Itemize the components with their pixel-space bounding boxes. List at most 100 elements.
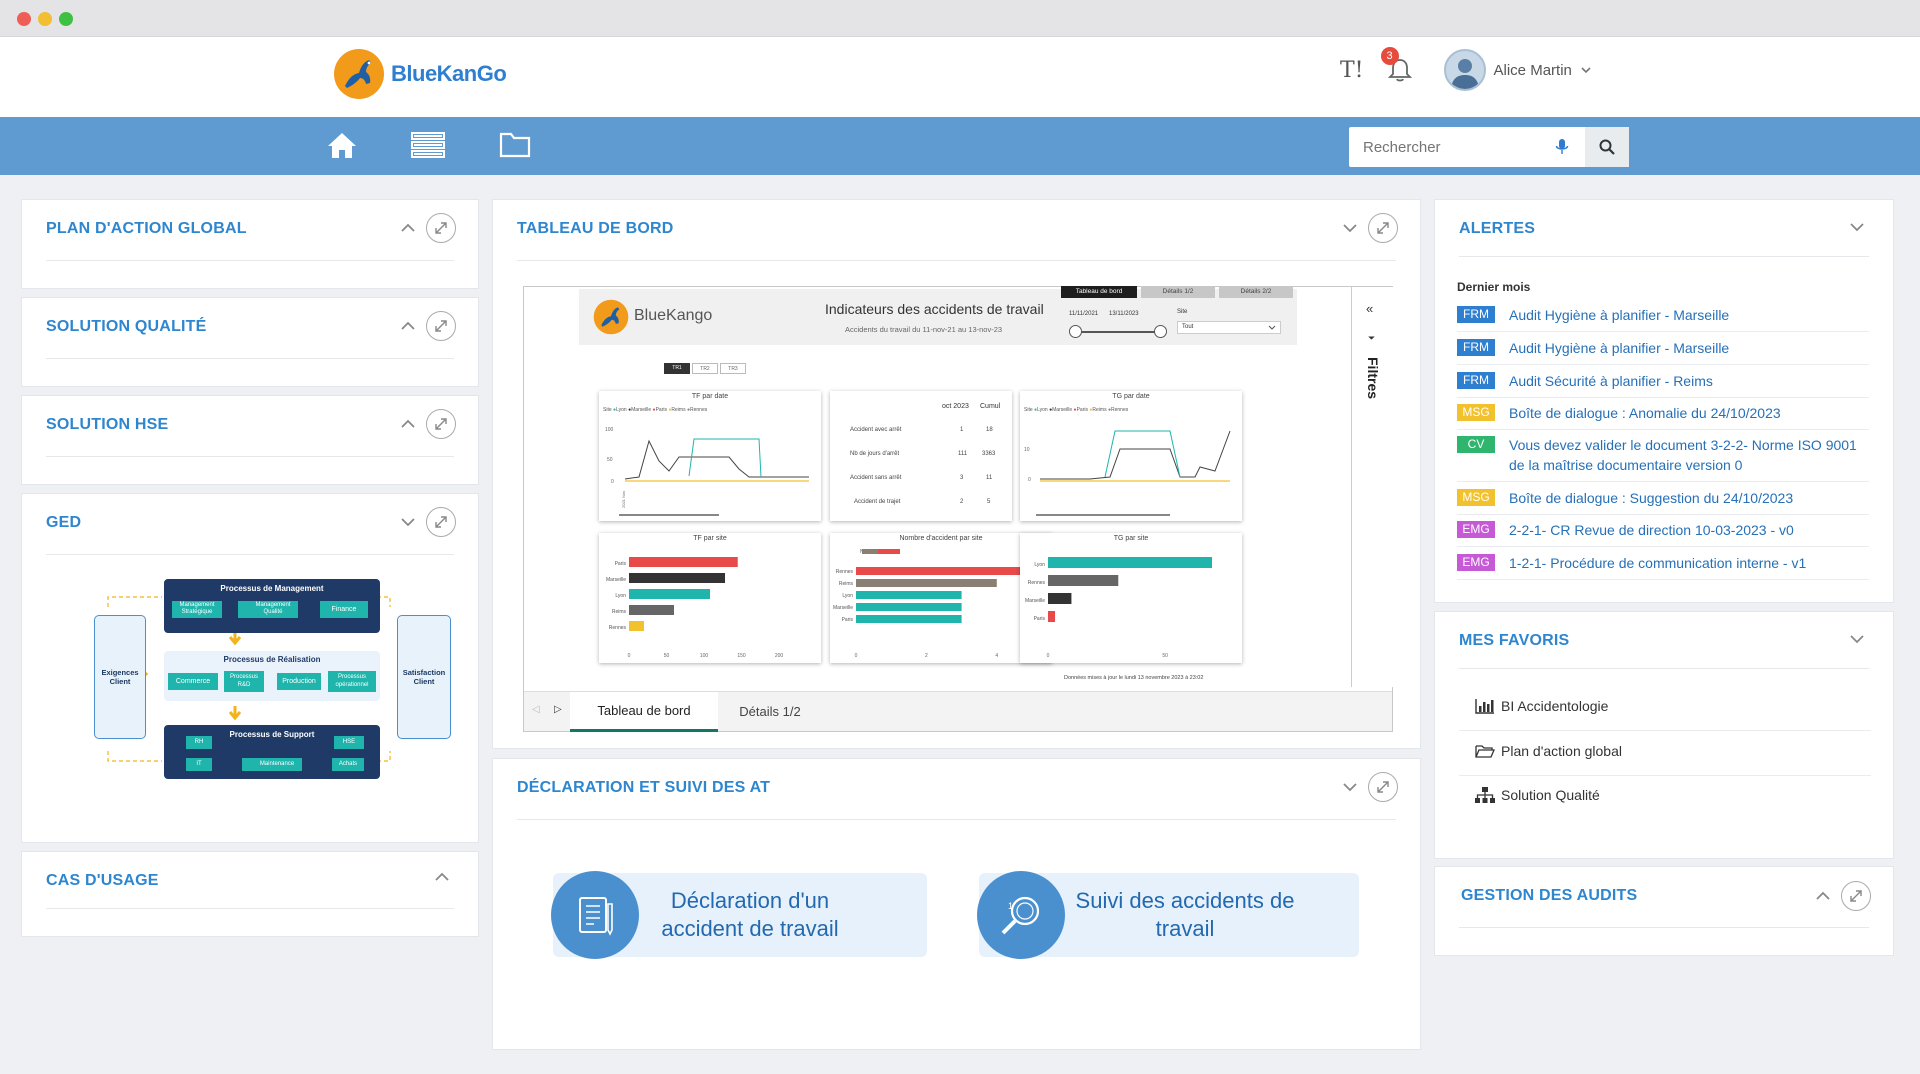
chevron-up-icon[interactable] <box>400 321 416 331</box>
tg-par-date-chart[interactable]: TG par date Site ●Lyon ●Marseille ●Paris… <box>1020 391 1242 521</box>
report-tab-tableau[interactable]: Tableau de bord <box>1061 286 1137 298</box>
tf-par-date-chart[interactable]: TF par date Site ●Lyon ●Marseille ●Paris… <box>599 391 821 521</box>
main-navbar <box>0 117 1920 175</box>
user-menu[interactable]: Alice Martin <box>1443 49 1592 91</box>
nb-accident-par-site-chart[interactable]: Nombre d'accident par site Nb AT RennesR… <box>830 533 1052 663</box>
process-map-diagram[interactable]: Exigences Client Satisfaction Client Pro… <box>72 579 452 784</box>
powerbi-report[interactable]: BlueKango Indicateurs des accidents de t… <box>523 286 1393 732</box>
chart-title: Nombre d'accident par site <box>899 535 983 542</box>
expand-button[interactable] <box>426 507 456 537</box>
alert-item[interactable]: EMG 1-2-1- Procédure de communication int… <box>1457 553 1869 580</box>
expand-button[interactable] <box>426 213 456 243</box>
report-brand: BlueKango <box>634 307 713 324</box>
alert-link[interactable]: 2-2-1- CR Revue de direction 10-03-2023 … <box>1509 522 1794 538</box>
chevron-down-icon[interactable] <box>1342 782 1358 792</box>
bar-marseille[interactable] <box>856 603 962 611</box>
suivi-accidents-button[interactable]: 1 Suivi des accidents de travail <box>977 871 1359 959</box>
report-tab-details-1[interactable]: Détails 1/2 <box>1141 286 1215 298</box>
expand-icon <box>1377 781 1389 793</box>
notifications-button[interactable]: 3 <box>1380 47 1414 83</box>
search-bar <box>1349 127 1629 167</box>
favorite-item-solution-qualite[interactable]: Solution Qualité <box>1475 787 1867 803</box>
bar-paris[interactable] <box>1048 611 1056 622</box>
alert-item[interactable]: MSG Boîte de dialogue : Anomalie du 24/10… <box>1457 403 1869 430</box>
accident-kpi-table[interactable]: oct 2023 Cumul Accident avec arrêt 1 18 … <box>830 391 1012 521</box>
bar-marseille[interactable] <box>1048 593 1072 604</box>
period-tab-tr3[interactable]: TR3 <box>720 363 746 374</box>
date-range-slider[interactable] <box>1069 325 1167 338</box>
page-tab-details-1[interactable]: Détails 1/2 <box>739 704 801 719</box>
bar-paris[interactable] <box>629 557 738 567</box>
expand-button[interactable] <box>1841 881 1871 911</box>
alert-link[interactable]: Vous devez valider le document 3-2-2- No… <box>1509 437 1857 473</box>
page-tab-tableau-de-bord[interactable]: Tableau de bord <box>570 692 718 732</box>
close-window-button[interactable] <box>17 12 31 26</box>
declaration-accident-button[interactable]: Déclaration d'un accident de travail <box>551 871 927 959</box>
period-tab-tr1[interactable]: TR1 <box>664 363 690 374</box>
microphone-icon[interactable] <box>1555 138 1569 156</box>
alert-item[interactable]: EMG 2-2-1- CR Revue de direction 10-03-20… <box>1457 520 1869 547</box>
page-prev-icon[interactable]: ◁ <box>532 704 540 715</box>
chevron-down-icon[interactable] <box>400 517 416 527</box>
site-dropdown[interactable]: Tout <box>1177 321 1281 334</box>
brand-logo[interactable]: BlueKanGo <box>333 47 507 101</box>
expand-button[interactable] <box>1368 772 1398 802</box>
font-size-tool-button[interactable]: T! <box>1340 57 1364 83</box>
tg-par-site-chart[interactable]: TG par site Lyon Rennes Marseille Paris 0 50 <box>1020 533 1242 663</box>
slider-handle-end[interactable] <box>1154 325 1167 338</box>
report-tab-details-2[interactable]: Détails 2/2 <box>1219 286 1293 298</box>
alert-item[interactable]: FRM Audit Hygiène à planifier - Marseille <box>1457 338 1869 365</box>
home-icon[interactable] <box>326 130 358 160</box>
chevron-up-icon[interactable] <box>400 419 416 429</box>
expand-button[interactable] <box>426 409 456 439</box>
chevron-down-icon[interactable] <box>1342 223 1358 233</box>
chevron-up-icon[interactable] <box>400 223 416 233</box>
alert-item[interactable]: MSG Boîte de dialogue : Suggestion du 24/… <box>1457 488 1869 515</box>
bar-marseille[interactable] <box>629 573 725 583</box>
bar-rennes[interactable] <box>856 567 1032 575</box>
expand-button[interactable] <box>1368 213 1398 243</box>
alert-link[interactable]: Audit Hygiène à planifier - Marseille <box>1509 340 1730 356</box>
period-tabs: TR1 TR2 TR3 <box>664 363 746 374</box>
bar-reims[interactable] <box>629 605 674 615</box>
search-button[interactable] <box>1585 127 1629 167</box>
chevron-up-icon[interactable] <box>1815 891 1831 901</box>
folder-icon[interactable] <box>499 130 531 158</box>
bar-rennes[interactable] <box>629 621 644 631</box>
filters-pane[interactable]: « ⏷ Filtres <box>1351 287 1393 687</box>
bar-lyon[interactable] <box>1048 557 1212 568</box>
alert-link[interactable]: 1-2-1- Procédure de communication intern… <box>1509 555 1807 571</box>
favorite-item-bi[interactable]: BI Accidentologie <box>1475 698 1867 714</box>
declaration-at-card: DÉCLARATION ET SUIVI DES AT Déclaration … <box>492 758 1421 1050</box>
tf-par-site-chart[interactable]: TF par site Paris Marseille Lyon Reims Renne… <box>599 533 821 663</box>
solution-qualite-card: SOLUTION QUALITÉ <box>21 297 479 387</box>
alert-link[interactable]: Boîte de dialogue : Anomalie du 24/10/20… <box>1509 405 1781 421</box>
bar-lyon[interactable] <box>856 591 962 599</box>
chevron-down-icon[interactable] <box>1849 634 1865 644</box>
favorite-item-plan-action[interactable]: Plan d'action global <box>1475 743 1867 759</box>
alert-item[interactable]: FRM Audit Hygiène à planifier - Marseille <box>1457 305 1869 332</box>
expand-button[interactable] <box>426 311 456 341</box>
chevron-up-icon[interactable] <box>434 872 450 882</box>
bar-paris[interactable] <box>856 615 962 623</box>
collapse-filters-icon[interactable]: « <box>1366 301 1374 316</box>
maximize-window-button[interactable] <box>59 12 73 26</box>
chevron-down-icon[interactable] <box>1849 222 1865 232</box>
bar-reims[interactable] <box>856 579 997 587</box>
alert-link[interactable]: Boîte de dialogue : Suggestion du 24/10/… <box>1509 490 1794 506</box>
list-icon[interactable] <box>411 130 445 160</box>
bar-lyon[interactable] <box>629 589 710 599</box>
card-title: PLAN D'ACTION GLOBAL <box>46 220 247 237</box>
alert-link[interactable]: Audit Sécurité à planifier - Reims <box>1509 373 1713 389</box>
search-input[interactable] <box>1349 129 1549 165</box>
alert-item[interactable]: CV Vous devez valider le document 3-2-2- … <box>1457 435 1869 482</box>
alert-item[interactable]: FRM Audit Sécurité à planifier - Reims <box>1457 371 1869 398</box>
user-avatar-icon <box>1450 59 1479 89</box>
bar-rennes[interactable] <box>1048 575 1119 586</box>
slider-handle-start[interactable] <box>1069 325 1082 338</box>
minimize-window-button[interactable] <box>38 12 52 26</box>
favorite-label: Solution Qualité <box>1501 787 1600 803</box>
period-tab-tr2[interactable]: TR2 <box>692 363 718 374</box>
alert-link[interactable]: Audit Hygiène à planifier - Marseille <box>1509 307 1730 323</box>
page-next-icon[interactable]: ▷ <box>554 704 562 715</box>
